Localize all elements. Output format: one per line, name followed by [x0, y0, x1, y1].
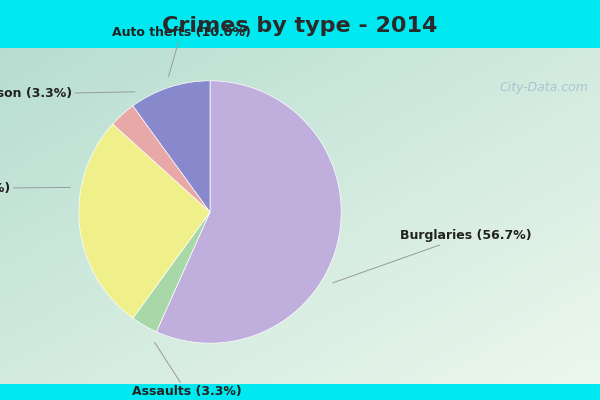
Text: Auto thefts (10.0%): Auto thefts (10.0%)	[112, 26, 251, 76]
Text: Burglaries (56.7%): Burglaries (56.7%)	[333, 229, 532, 283]
Wedge shape	[133, 81, 210, 212]
Text: City-Data.com: City-Data.com	[500, 82, 589, 94]
Text: Crimes by type - 2014: Crimes by type - 2014	[163, 16, 437, 36]
Text: Thefts (26.7%): Thefts (26.7%)	[0, 182, 70, 195]
Wedge shape	[113, 106, 210, 212]
Wedge shape	[133, 212, 210, 332]
Text: Arson (3.3%): Arson (3.3%)	[0, 88, 135, 100]
Wedge shape	[157, 81, 341, 343]
Text: Assaults (3.3%): Assaults (3.3%)	[131, 342, 241, 398]
Wedge shape	[79, 124, 210, 318]
